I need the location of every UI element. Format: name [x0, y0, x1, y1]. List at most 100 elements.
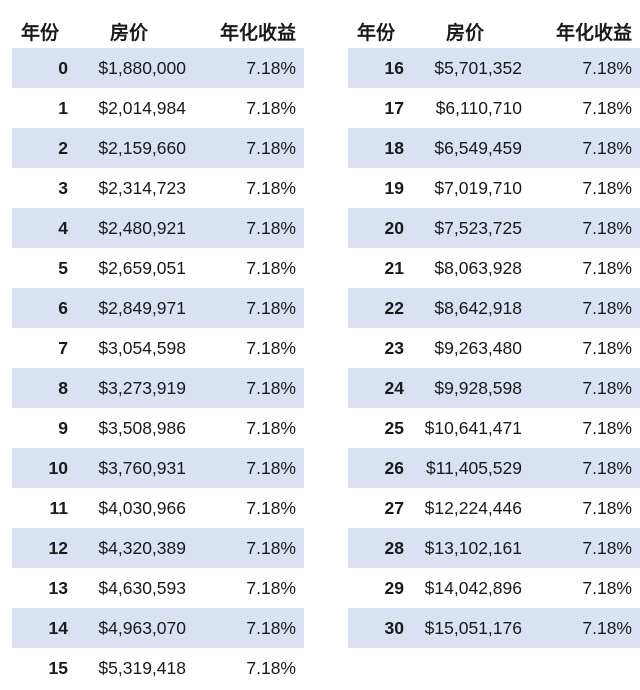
table-row: 15 $5,319,418 7.18%: [12, 648, 304, 688]
price-cell: $8,063,928: [434, 257, 522, 278]
rate-cell: 7.18%: [526, 368, 640, 408]
table-row: 28 $13,102,161 7.18%: [348, 528, 640, 568]
price-cell: $2,659,051: [98, 257, 186, 278]
year-cell: 17: [384, 97, 404, 118]
year-cell: 13: [48, 577, 68, 598]
rate-cell: 7.18%: [526, 208, 640, 248]
rate-cell: 7.18%: [246, 177, 296, 198]
rate-cell: 7.18%: [190, 368, 304, 408]
table-row: 6 $2,849,971 7.18%: [12, 288, 304, 328]
price-cell: $9,263,480: [434, 337, 522, 358]
rate-cell: 7.18%: [582, 497, 632, 518]
price-cell: $1,880,000: [72, 48, 190, 88]
rate-cell: 7.18%: [246, 97, 296, 118]
table-row: 4 $2,480,921 7.18%: [12, 208, 304, 248]
year-cell: 27: [384, 497, 404, 518]
year-cell: 7: [58, 337, 68, 358]
rate-cell: 7.18%: [582, 337, 632, 358]
table-row: 13 $4,630,593 7.18%: [12, 568, 304, 608]
table-row: 25 $10,641,471 7.18%: [348, 408, 640, 448]
rate-cell: 7.18%: [190, 288, 304, 328]
table-row: 18 $6,549,459 7.18%: [348, 128, 640, 168]
price-cell: $11,405,529: [408, 448, 526, 488]
table-row: 10 $3,760,931 7.18%: [12, 448, 304, 488]
rate-cell: 7.18%: [582, 577, 632, 598]
year-cell: 1: [58, 97, 68, 118]
header-year: 年份: [20, 22, 59, 44]
price-cell: $7,019,710: [434, 177, 522, 198]
year-cell: 14: [12, 608, 72, 648]
price-cell: $6,110,710: [435, 97, 522, 118]
price-cell: $2,480,921: [72, 208, 190, 248]
rate-cell: 7.18%: [190, 448, 304, 488]
year-cell: 25: [384, 417, 404, 438]
table-row: 9 $3,508,986 7.18%: [12, 408, 304, 448]
table-row: 30 $15,051,176 7.18%: [348, 608, 640, 648]
rate-cell: 7.18%: [582, 257, 632, 278]
year-cell: 15: [48, 657, 68, 678]
table-row: 23 $9,263,480 7.18%: [348, 328, 640, 368]
rate-cell: 7.18%: [246, 657, 296, 678]
table-row: 16 $5,701,352 7.18%: [348, 48, 640, 88]
table-row: 29 $14,042,896 7.18%: [348, 568, 640, 608]
year-cell: 11: [49, 497, 69, 518]
house-price-table-left: 年份 房价 年化收益 0 $1,880,000 7.18% 1 $2,014,984 7.…: [12, 14, 304, 688]
header-rate: 年化收益: [555, 22, 632, 44]
rate-cell: 7.18%: [526, 528, 640, 568]
table-row: 27 $12,224,446 7.18%: [348, 488, 640, 528]
rate-cell: 7.18%: [526, 608, 640, 648]
rate-cell: 7.18%: [190, 48, 304, 88]
table-row: 3 $2,314,723 7.18%: [12, 168, 304, 208]
table-row: 11 $4,030,966 7.18%: [12, 488, 304, 528]
year-cell: 24: [348, 368, 408, 408]
price-cell: $2,014,984: [98, 97, 186, 118]
price-cell: $5,701,352: [408, 48, 526, 88]
rate-cell: 7.18%: [526, 448, 640, 488]
price-cell: $4,963,070: [72, 608, 190, 648]
table-row: 24 $9,928,598 7.18%: [348, 368, 640, 408]
year-cell: 20: [348, 208, 408, 248]
table-row: 26 $11,405,529 7.18%: [348, 448, 640, 488]
header-row: 年份 房价 年化收益: [348, 14, 640, 48]
year-cell: 6: [12, 288, 72, 328]
header-price: 房价: [109, 22, 148, 44]
price-cell: $5,319,418: [98, 657, 186, 678]
table-row: 8 $3,273,919 7.18%: [12, 368, 304, 408]
table-row: 12 $4,320,389 7.18%: [12, 528, 304, 568]
rate-cell: 7.18%: [526, 48, 640, 88]
price-cell: $3,760,931: [72, 448, 190, 488]
price-cell: $13,102,161: [408, 528, 526, 568]
header-year: 年份: [356, 22, 395, 44]
header-rate: 年化收益: [219, 22, 296, 44]
year-cell: 8: [12, 368, 72, 408]
year-cell: 12: [12, 528, 72, 568]
year-cell: 29: [384, 577, 404, 598]
price-cell: $2,314,723: [98, 177, 186, 198]
price-cell: $8,642,918: [408, 288, 526, 328]
year-cell: 10: [12, 448, 72, 488]
year-cell: 4: [12, 208, 72, 248]
rate-cell: 7.18%: [582, 97, 632, 118]
price-cell: $12,224,446: [424, 497, 522, 518]
table-row: 14 $4,963,070 7.18%: [12, 608, 304, 648]
year-cell: 9: [58, 417, 68, 438]
rate-cell: 7.18%: [582, 417, 632, 438]
price-cell: $7,523,725: [408, 208, 526, 248]
year-cell: 28: [348, 528, 408, 568]
year-cell: 18: [348, 128, 408, 168]
house-price-table-right: 年份 房价 年化收益 16 $5,701,352 7.18% 17 $6,110,710…: [348, 14, 640, 648]
price-cell: $4,630,593: [98, 577, 186, 598]
table-row: 22 $8,642,918 7.18%: [348, 288, 640, 328]
rate-cell: 7.18%: [246, 497, 296, 518]
year-cell: 19: [384, 177, 404, 198]
rate-cell: 7.18%: [582, 177, 632, 198]
table-row: 19 $7,019,710 7.18%: [348, 168, 640, 208]
rate-cell: 7.18%: [190, 608, 304, 648]
price-cell: $3,054,598: [98, 337, 186, 358]
header-price: 房价: [445, 22, 484, 44]
rate-cell: 7.18%: [190, 128, 304, 168]
rate-cell: 7.18%: [246, 337, 296, 358]
table-row: 20 $7,523,725 7.18%: [348, 208, 640, 248]
year-cell: 30: [348, 608, 408, 648]
price-cell: $2,159,660: [72, 128, 190, 168]
